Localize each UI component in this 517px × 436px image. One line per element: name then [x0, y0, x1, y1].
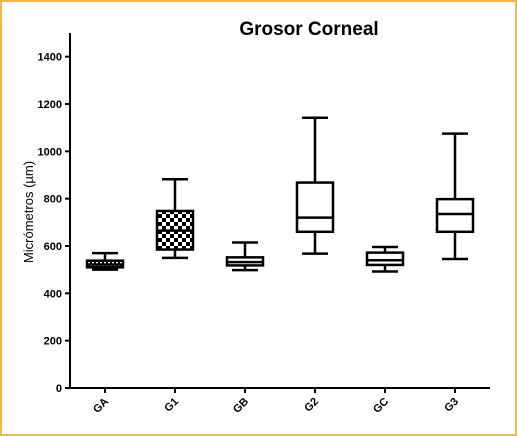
box-GC [365, 245, 405, 273]
y-tick-label: 800 [44, 194, 62, 206]
boxes [85, 116, 475, 273]
x-tick-label: G3 [442, 396, 461, 415]
y-tick-label: 600 [44, 241, 62, 253]
x-tick-label: GA [91, 396, 111, 416]
y-tick-label: 0 [56, 383, 62, 395]
y-tick-label: 200 [44, 336, 62, 348]
box-GA [85, 251, 125, 271]
y-tick-label: 1400 [38, 52, 62, 64]
x-tick-label: GC [371, 396, 391, 416]
box-G3 [435, 132, 475, 261]
y-tick-label: 400 [44, 288, 62, 300]
y-tick-label: 1200 [38, 99, 62, 111]
y-axis-label: Micrómetros (µm) [21, 161, 36, 263]
x-tick-label: G2 [302, 396, 321, 415]
box-G1 [155, 178, 195, 260]
x-tick-label: G1 [162, 396, 181, 415]
box-iqr [435, 197, 475, 234]
box-GB [225, 241, 265, 272]
axes: 0 200 400 600 800 1000 1200 1400 GA G1 GB G2 GC G3 [38, 33, 490, 416]
x-tick-label: GB [231, 396, 251, 416]
y-tick-label: 1000 [38, 146, 62, 158]
box-G2 [295, 116, 335, 255]
box-iqr [295, 181, 335, 234]
box-iqr [365, 251, 405, 267]
chart-title: Grosor Corneal [239, 19, 378, 40]
